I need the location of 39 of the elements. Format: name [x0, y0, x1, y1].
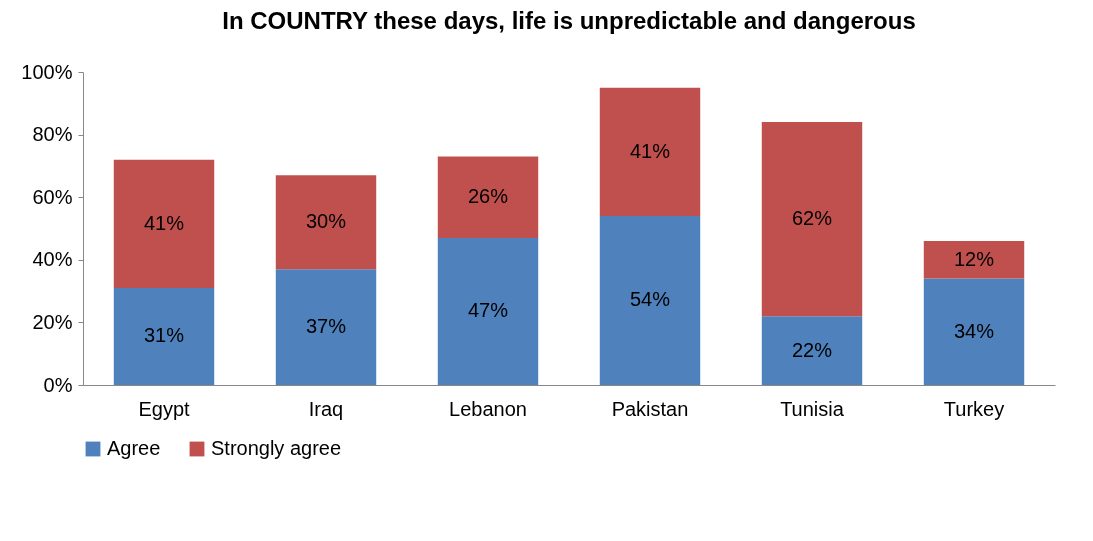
- data-label: 26%: [467, 185, 509, 208]
- legend-label: Agree: [107, 437, 161, 459]
- bar: [761, 122, 863, 317]
- data-label: 54%: [629, 288, 671, 311]
- bar: [275, 269, 377, 385]
- bar: [599, 215, 701, 385]
- data-label: 22%: [791, 338, 833, 361]
- data-label: 41%: [629, 139, 671, 162]
- y-tick-label: 40%: [32, 248, 73, 271]
- data-label: 41%: [143, 211, 185, 234]
- y-tick-label: 20%: [32, 310, 73, 333]
- bar: [923, 278, 1025, 385]
- y-tick-label: 80%: [32, 123, 73, 146]
- x-tick-label: Lebanon: [449, 397, 527, 420]
- chart-title: In COUNTRY these days, life is unpredictable and dangerous: [222, 7, 916, 34]
- data-label: 47%: [467, 299, 509, 322]
- data-label: 37%: [305, 315, 347, 338]
- data-label: 34%: [953, 319, 995, 342]
- x-tick-label: Turkey: [943, 397, 1005, 420]
- bar: [113, 159, 215, 288]
- legend-label: Strongly agree: [211, 437, 342, 459]
- data-label: 31%: [143, 324, 185, 347]
- bar: [761, 316, 863, 385]
- x-tick-label: Pakistan: [611, 397, 689, 420]
- data-label: 12%: [953, 247, 995, 270]
- y-tick-label: 100%: [21, 60, 73, 83]
- bar: [275, 175, 377, 270]
- data-label: 30%: [305, 210, 347, 233]
- x-tick-label: Tunisia: [780, 397, 845, 420]
- bar: [437, 237, 539, 385]
- bar: [599, 87, 701, 216]
- bar: [437, 156, 539, 238]
- bar: [923, 241, 1025, 279]
- x-tick-label: Iraq: [308, 397, 344, 420]
- x-tick-label: Egypt: [138, 397, 191, 420]
- y-tick-label: 0%: [43, 373, 73, 396]
- bar: [113, 287, 215, 385]
- data-label: 62%: [791, 207, 833, 230]
- y-tick-label: 60%: [32, 185, 73, 208]
